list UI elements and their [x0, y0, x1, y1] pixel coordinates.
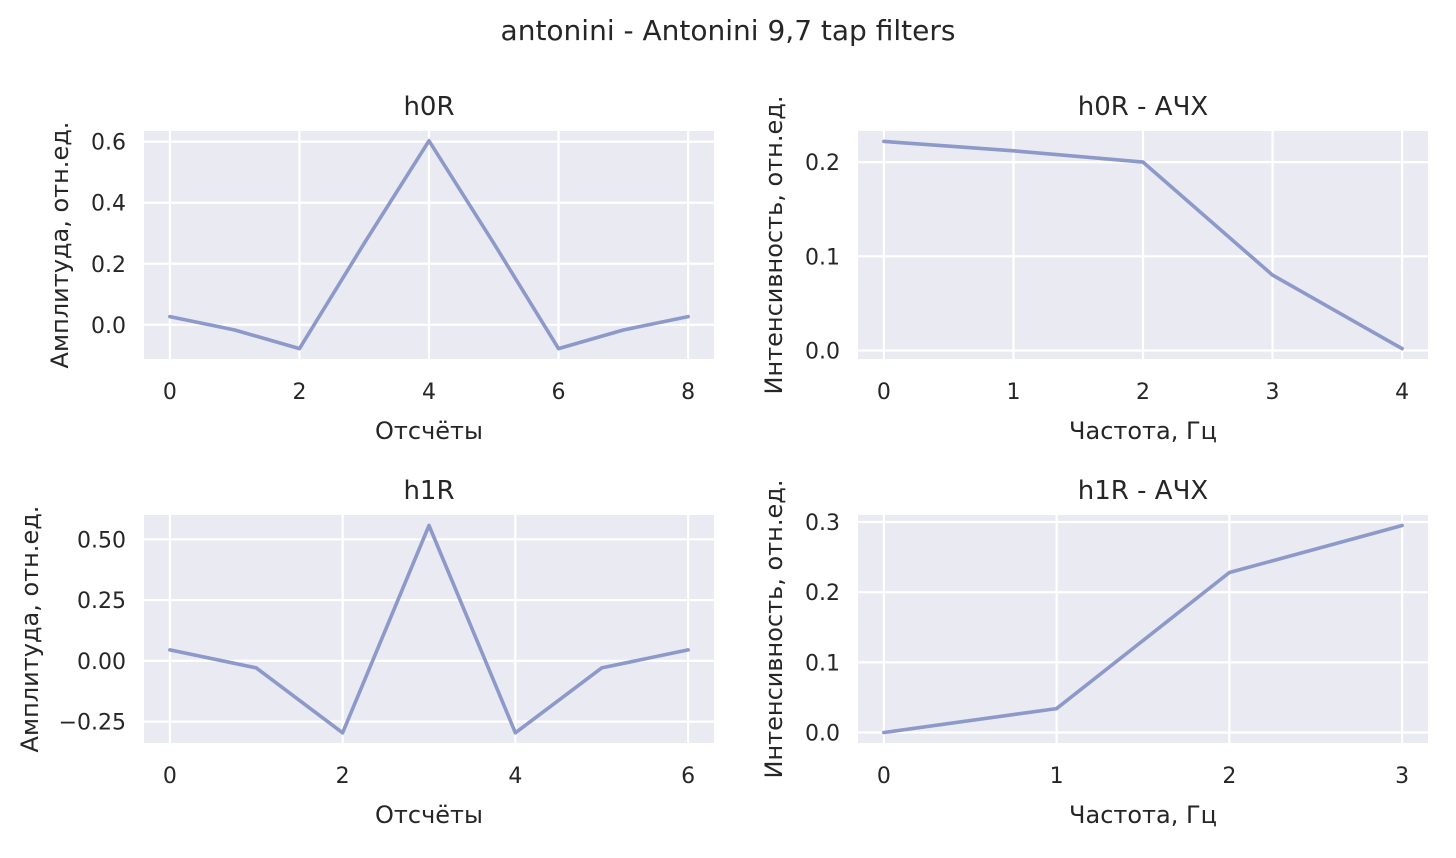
y-axis-label: Амплитуда, отн.ед. — [46, 122, 74, 369]
data-point — [1055, 707, 1059, 711]
data-point — [427, 523, 431, 528]
data-point — [1227, 570, 1231, 575]
x-tick-label: 4 — [422, 380, 436, 405]
x-tick-label: 0 — [163, 380, 177, 405]
subplot-title: h1R — [403, 476, 454, 506]
x-tick-label: 6 — [552, 380, 566, 405]
x-tick-label: 4 — [1395, 380, 1409, 405]
figure-suptitle: antonini - Antonini 9,7 tap filters — [501, 14, 956, 47]
data-point — [882, 139, 886, 143]
x-tick-label: 8 — [681, 380, 695, 405]
data-point — [427, 139, 431, 143]
x-axis-label: Частота, Гц — [1069, 417, 1217, 445]
x-tick-label: 2 — [1136, 380, 1150, 405]
data-point — [1400, 347, 1404, 351]
x-tick-label: 2 — [336, 764, 350, 789]
series-line — [882, 523, 1404, 735]
x-tick-label: 0 — [877, 380, 891, 405]
x-axis-label: Частота, Гц — [1069, 801, 1217, 829]
data-point — [362, 241, 366, 245]
x-tick-label: 1 — [1050, 764, 1064, 789]
data-point — [341, 731, 345, 735]
plot-area — [858, 515, 1428, 743]
subplot-title: h0R - АЧХ — [1078, 92, 1208, 122]
x-axis-label: Отсчёты — [375, 417, 483, 445]
y-tick-label: 0.25 — [77, 589, 126, 614]
data-point — [254, 666, 258, 670]
x-tick-label: 3 — [1395, 764, 1409, 789]
x-tick-label: 0 — [877, 764, 891, 789]
data-point — [1011, 149, 1016, 153]
y-tick-label: 0.2 — [805, 581, 840, 606]
x-tick-label: 0 — [163, 764, 177, 789]
y-tick-label: 0.2 — [91, 253, 126, 278]
data-point — [297, 347, 302, 351]
data-point — [1400, 523, 1404, 528]
data-point — [492, 241, 496, 245]
data-point — [882, 730, 886, 735]
y-tick-label: 0.00 — [77, 650, 126, 675]
data-point — [621, 328, 625, 332]
x-axis-label: Отсчёты — [375, 801, 483, 829]
y-tick-label: −0.25 — [59, 711, 126, 736]
y-tick-label: 0.50 — [77, 528, 126, 553]
y-tick-label: 0.0 — [805, 721, 840, 746]
plot-area — [144, 515, 714, 743]
x-tick-label: 1 — [1006, 380, 1020, 405]
data-point — [556, 347, 561, 351]
subplot-0: 0 2 4 6 8 0.0 0.2 0.4 0.6 h0R Отсчёты Амплитуда, от… — [46, 92, 714, 445]
y-tick-label: 0.4 — [91, 192, 126, 217]
x-tick-label: 3 — [1266, 380, 1280, 405]
data-point — [1141, 160, 1145, 164]
y-tick-label: 0.3 — [805, 511, 840, 536]
data-point — [168, 648, 172, 652]
y-tick-label: 0.6 — [91, 131, 126, 156]
data-point — [168, 314, 172, 319]
x-tick-label: 6 — [681, 764, 695, 789]
data-point — [1270, 273, 1275, 277]
subplot-title: h0R — [403, 92, 454, 122]
y-tick-label: 0.2 — [805, 151, 840, 176]
y-axis-label: Амплитуда, отн.ед. — [16, 506, 44, 753]
x-tick-label: 4 — [508, 764, 522, 789]
y-tick-label: 0.1 — [805, 245, 840, 270]
y-tick-label: 0.0 — [805, 340, 840, 365]
data-point — [686, 314, 690, 319]
y-axis-label: Интенсивность, отн.ед. — [760, 96, 788, 395]
data-point — [600, 666, 604, 670]
x-tick-label: 2 — [1222, 764, 1236, 789]
y-axis-label: Интенсивность, отн.ед. — [760, 480, 788, 779]
y-tick-label: 0.1 — [805, 651, 840, 676]
subplot-3: 0 1 2 3 0.0 0.1 0.2 0.3 h1R - АЧХ Частота, Гц Инте… — [760, 476, 1428, 829]
data-point — [686, 648, 690, 652]
data-point — [233, 328, 237, 332]
subplot-2: 0 2 4 6 −0.25 0.00 0.25 0.50 h1R Отсчёты Амплитуда… — [16, 476, 714, 829]
x-tick-label: 2 — [292, 380, 306, 405]
y-tick-label: 0.0 — [91, 314, 126, 339]
subplot-title: h1R - АЧХ — [1078, 476, 1208, 506]
subplot-1: 0 1 2 3 4 0.0 0.1 0.2 h0R - АЧХ Частота, Гц Интенс… — [760, 92, 1428, 445]
data-point — [513, 731, 517, 735]
